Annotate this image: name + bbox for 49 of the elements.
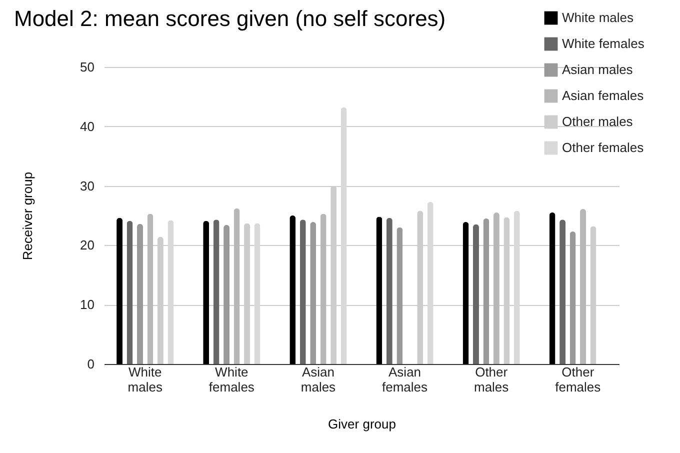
x-tick-label: White males (128, 364, 163, 394)
bar (376, 216, 382, 364)
legend-label: Asian males (562, 62, 634, 77)
bar (483, 218, 490, 364)
x-tick-label: Asian males (300, 364, 336, 394)
bar (493, 212, 500, 364)
legend-label: White males (562, 10, 634, 25)
legend-label: White females (562, 36, 645, 51)
bar (514, 210, 520, 364)
y-tick-label: 40 (80, 118, 94, 134)
bar (213, 220, 220, 364)
x-tick-label: Asian females (382, 364, 428, 394)
bar (472, 224, 479, 364)
bar (396, 227, 403, 364)
bar (116, 218, 123, 364)
x-tick-label: Other females (555, 364, 602, 394)
bar (147, 214, 154, 364)
bar (234, 208, 240, 364)
bar (580, 208, 586, 364)
bar (290, 216, 296, 364)
bar (126, 220, 133, 364)
bar (254, 223, 260, 364)
chart-title: Model 2: mean scores given (no self scores) (14, 6, 446, 31)
y-axis-title: Receiver group (20, 172, 36, 260)
y-tick-label: 0 (87, 356, 94, 372)
bar (320, 214, 326, 364)
y-tick-label: 10 (80, 297, 94, 312)
y-tick-label: 30 (80, 178, 94, 194)
y-tick-label: 50 (80, 60, 94, 74)
bar (386, 218, 392, 364)
bar (137, 224, 143, 364)
bar (560, 220, 566, 364)
x-axis-title: Giver group (328, 416, 396, 432)
y-tick-label: 20 (80, 238, 94, 253)
bar (340, 107, 347, 364)
bar (310, 222, 316, 364)
bar (427, 202, 434, 364)
bar (549, 212, 556, 364)
bar (300, 220, 306, 364)
bar (203, 220, 210, 364)
bar (168, 220, 174, 364)
legend-label: Asian females (562, 88, 644, 103)
x-tick-label: Other males (474, 364, 510, 394)
bar (224, 225, 230, 364)
bar (462, 222, 469, 364)
x-tick-label: White females (208, 364, 255, 394)
legend-label: Other females (562, 140, 644, 155)
bar (570, 232, 576, 364)
legend-label: Other males (562, 114, 634, 129)
